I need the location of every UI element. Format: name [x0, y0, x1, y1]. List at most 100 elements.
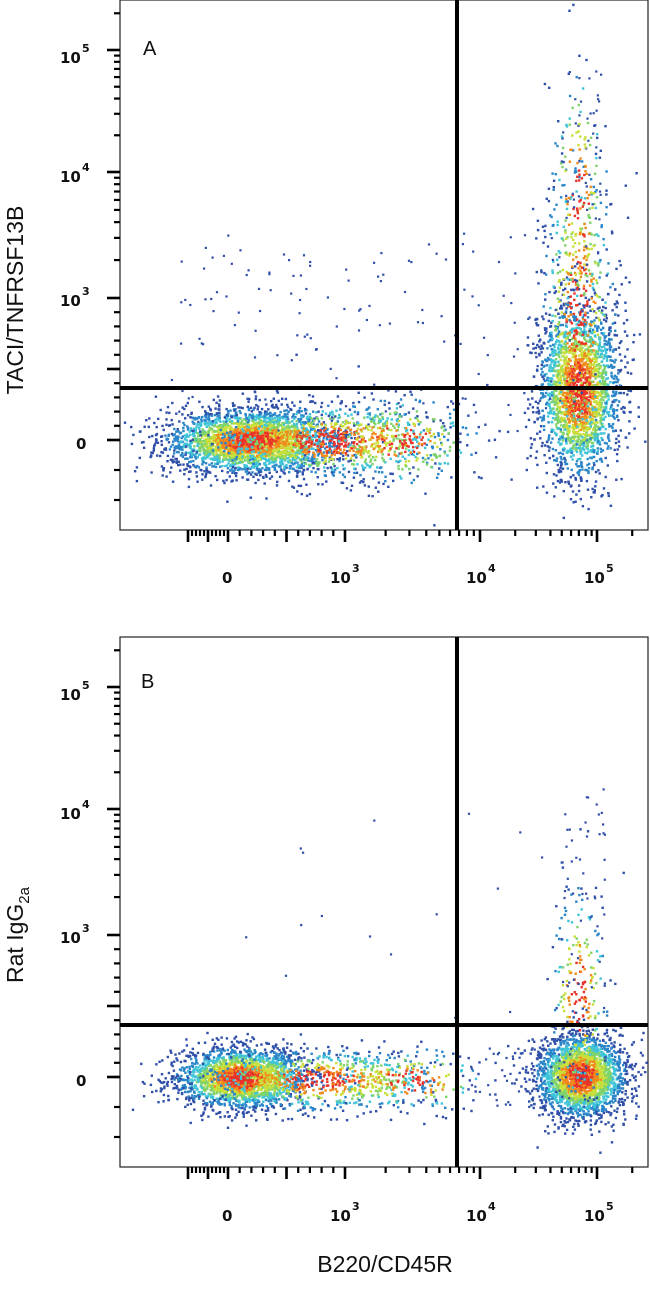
panel-a-event — [162, 428, 165, 432]
panel-a-event — [298, 420, 301, 423]
panel-a-event — [385, 437, 388, 440]
panel-a-event — [309, 423, 313, 427]
panel-a-event — [255, 447, 258, 450]
panel-a-event — [314, 401, 317, 405]
panel-a-event — [251, 465, 254, 469]
panel-a-event — [304, 452, 308, 455]
panel-a-event — [425, 427, 429, 430]
panel-a-event — [244, 414, 247, 417]
panel-a-event — [258, 411, 261, 414]
panel-a-event — [575, 323, 578, 326]
panel-a-event — [293, 442, 297, 445]
panel-a-event — [242, 430, 245, 433]
panel-a-event — [422, 460, 425, 463]
panel-a-event — [577, 440, 580, 443]
panel-a-event — [597, 326, 600, 329]
panel-a-event — [601, 377, 605, 380]
panel-a-event — [288, 467, 291, 470]
panel-a-event — [195, 449, 198, 453]
panel-a-event — [296, 428, 300, 431]
panel-a-event — [287, 479, 291, 483]
panel-a-event — [234, 457, 237, 461]
panel-a-event — [317, 431, 320, 435]
panel-a-event — [301, 453, 304, 456]
panel-a-event — [300, 462, 304, 465]
panel-a-event — [270, 475, 274, 478]
panel-a-event — [286, 430, 290, 433]
panel-a-event — [352, 459, 356, 462]
panel-a-event — [248, 435, 252, 438]
panel-a-event — [446, 405, 449, 409]
panel-a-event — [350, 447, 354, 450]
panel-a-event — [194, 453, 198, 456]
panel-a-event — [227, 459, 230, 462]
panel-a-event — [374, 486, 377, 489]
panel-a-event — [310, 400, 313, 403]
panel-a-event — [256, 468, 259, 472]
panel-a-event — [259, 449, 262, 452]
panel-a-event — [352, 445, 355, 448]
panel-a-event — [567, 436, 570, 439]
panel-a-event — [262, 455, 266, 458]
panel-a-event — [237, 406, 240, 409]
panel-a-event — [601, 309, 604, 312]
panel-a-event — [339, 408, 342, 411]
panel-a-event — [282, 423, 286, 426]
panel-a-event — [273, 444, 276, 447]
panel-a-event — [179, 463, 182, 466]
panel-a-event — [201, 436, 204, 439]
panel-a-event — [259, 435, 262, 438]
panel-a-event — [361, 464, 364, 467]
panel-a-event — [268, 462, 271, 465]
panel-a-event — [558, 406, 561, 409]
panel-a-event — [604, 320, 608, 323]
panel-a-event — [565, 307, 568, 310]
panel-a-event — [182, 443, 186, 447]
panel-a-event — [237, 433, 241, 436]
panel-a-event — [395, 447, 398, 450]
panel-a-event — [200, 457, 204, 460]
panel-a-event — [299, 431, 302, 434]
panel-a-event — [427, 457, 430, 460]
panel-a-event — [277, 432, 280, 435]
panel-a-event — [353, 433, 356, 436]
panel-a-event — [288, 452, 291, 455]
panel-a-event — [206, 440, 209, 443]
panel-a-event — [259, 447, 262, 451]
panel-a-event — [263, 419, 266, 422]
panel-a-event — [409, 441, 413, 444]
panel-a-event — [590, 433, 593, 437]
panel-a-event — [584, 408, 587, 411]
panel-a-event — [259, 412, 262, 416]
panel-a-event — [448, 416, 452, 420]
panel-a-event — [571, 490, 575, 493]
panel-a-event — [183, 407, 186, 411]
panel-a-event — [409, 418, 412, 421]
panel-a-event — [411, 438, 415, 441]
panel-a-event — [279, 454, 282, 458]
panel-a-event — [352, 463, 356, 466]
panel-a-event — [233, 404, 236, 407]
panel-a-event — [181, 445, 185, 449]
panel-a-event — [336, 466, 339, 470]
panel-a-event — [263, 436, 266, 439]
panel-a-event — [327, 460, 331, 463]
panel-a-event — [188, 445, 191, 448]
panel-a-event — [590, 450, 593, 453]
panel-a-event — [174, 439, 177, 442]
panel-a-event — [564, 481, 567, 484]
panel-a-event — [582, 381, 586, 384]
panel-a-event — [317, 461, 320, 464]
panel-a-event — [280, 456, 283, 459]
panel-a-event — [248, 415, 251, 419]
panel-a-event — [553, 410, 556, 414]
panel-a-event — [266, 467, 270, 470]
panel-a-event — [247, 417, 250, 421]
panel-a-event — [555, 334, 558, 338]
panel-a-event — [337, 431, 340, 434]
panel-a-event — [238, 440, 242, 443]
panel-a-event — [390, 428, 393, 432]
panel-a-event — [578, 311, 581, 314]
panel-a-event — [194, 430, 197, 434]
panel-a-event — [344, 412, 347, 415]
